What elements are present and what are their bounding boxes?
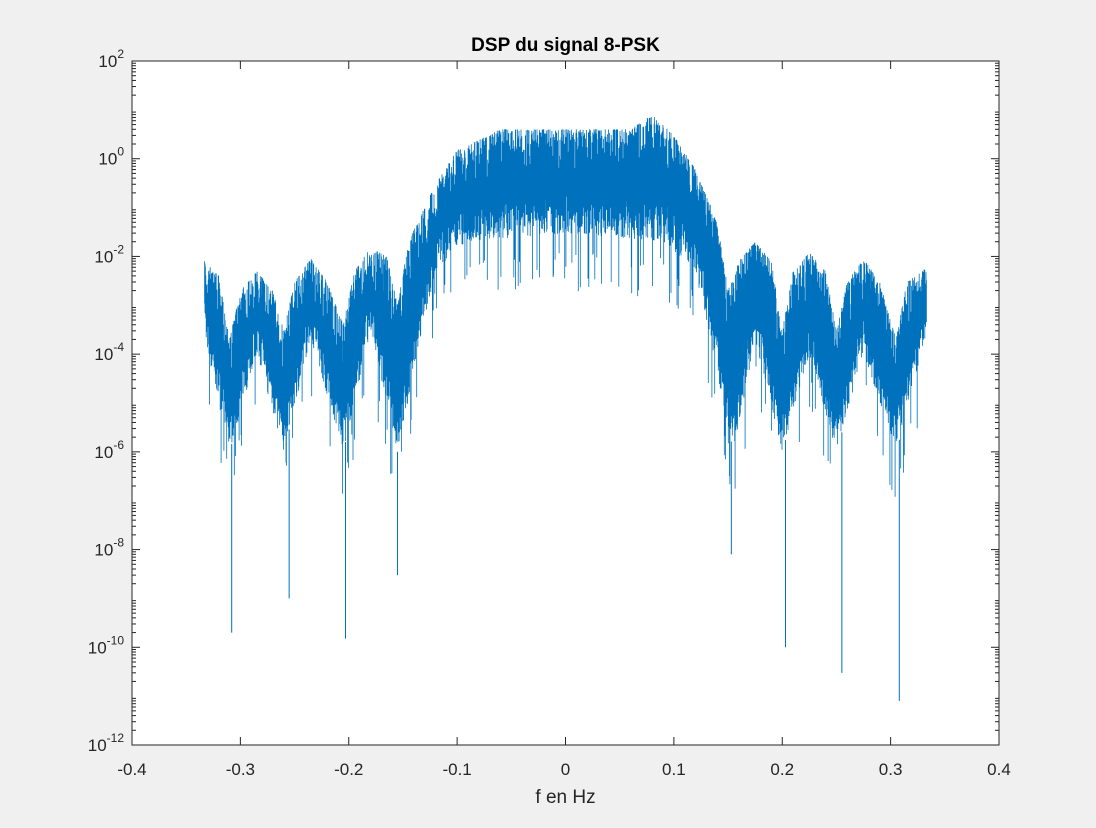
y-tick-label: 10-4	[94, 340, 124, 364]
y-tick-label: 10-2	[94, 242, 124, 266]
x-tick-label: -0.2	[334, 760, 363, 779]
x-tick-label: -0.4	[117, 760, 146, 779]
x-tick-label: 0.1	[662, 760, 686, 779]
y-tick-label: 10-10	[88, 633, 125, 657]
x-tick-label: -0.1	[442, 760, 471, 779]
x-axis-label: f en Hz	[535, 787, 595, 808]
x-tick-label: 0.2	[770, 760, 794, 779]
y-tick-label: 10-12	[88, 731, 125, 755]
x-tick-label: 0.4	[987, 760, 1011, 779]
x-tick-label: -0.3	[226, 760, 255, 779]
y-tick-label: 10-8	[94, 536, 124, 560]
chart-title: DSP du signal 8-PSK	[471, 35, 660, 56]
tick-layer: -0.4 -0.3 -0.2 -0.1 0 0.1 0.2 0.3 0.4 102 100 10-2 1…	[88, 47, 1011, 779]
x-tick-label: 0	[561, 760, 570, 779]
series-layer	[204, 117, 927, 701]
psd-series-line	[204, 117, 927, 497]
x-tick-label: 0.3	[879, 760, 903, 779]
y-tick-label: 10-6	[94, 438, 124, 462]
y-tick-label: 102	[98, 47, 124, 71]
y-tick-label: 100	[98, 145, 124, 169]
